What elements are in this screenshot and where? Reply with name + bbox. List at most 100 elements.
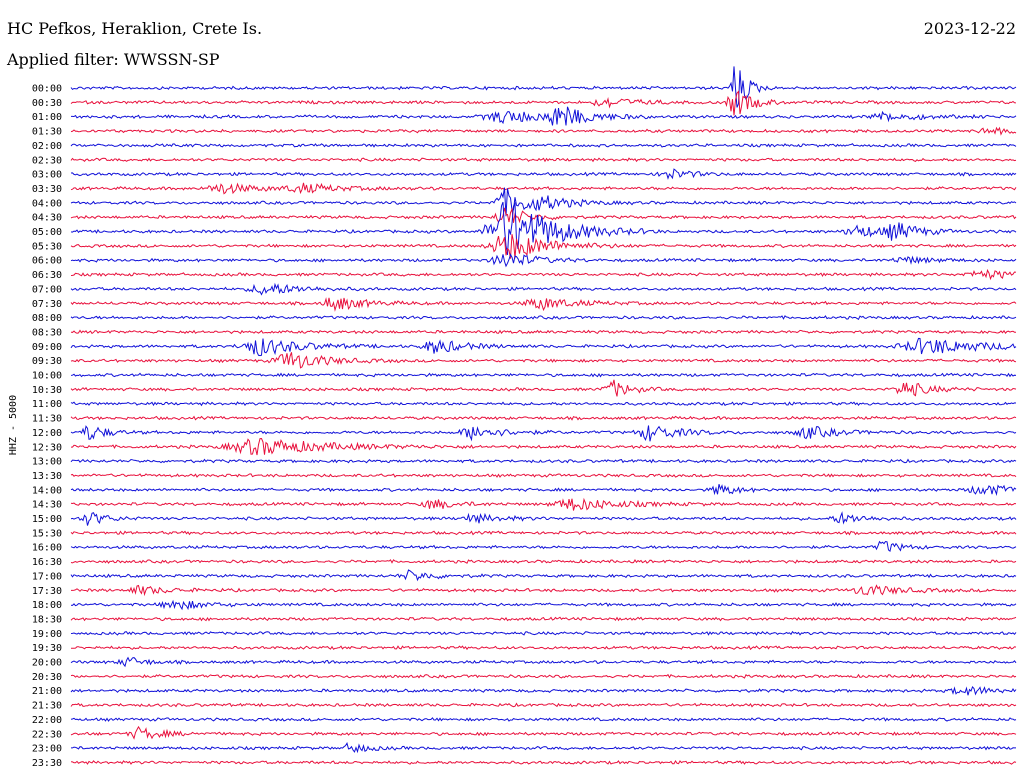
seismic-trace xyxy=(70,540,1017,552)
row-time-label: 01:00 xyxy=(32,112,62,123)
seismic-trace xyxy=(70,201,1017,255)
seismic-trace xyxy=(70,234,1017,259)
row-time-label: 09:30 xyxy=(32,356,62,367)
seismic-trace xyxy=(71,106,1017,126)
row-time-label: 00:30 xyxy=(32,98,62,109)
seismic-trace xyxy=(70,372,1017,378)
seismic-trace xyxy=(70,182,1017,195)
seismic-trace xyxy=(71,742,1016,754)
row-time-label: 16:30 xyxy=(32,557,62,568)
row-time-label: 10:00 xyxy=(32,371,62,382)
row-time-label: 21:30 xyxy=(32,701,62,712)
seismic-trace xyxy=(70,656,1017,668)
row-time-label: 14:00 xyxy=(32,485,62,496)
row-time-label: 09:00 xyxy=(32,342,62,353)
station-title: HC Pefkos, Heraklion, Crete Is. xyxy=(7,19,263,38)
row-time-label: 20:00 xyxy=(32,658,62,669)
seismic-trace xyxy=(70,425,1017,442)
seismic-trace xyxy=(70,187,1017,217)
seismic-trace xyxy=(70,530,1017,536)
row-time-label: 03:00 xyxy=(32,170,62,181)
seismic-trace xyxy=(70,599,1017,611)
seismic-trace xyxy=(70,329,1016,335)
seismic-trace xyxy=(70,168,1017,180)
seismic-trace xyxy=(70,415,1017,421)
seismic-trace xyxy=(70,725,1017,740)
seismic-trace xyxy=(71,584,1017,597)
row-time-label: 05:30 xyxy=(32,241,62,252)
row-time-label: 10:30 xyxy=(32,385,62,396)
row-time-label: 16:00 xyxy=(32,543,62,554)
row-time-label: 02:30 xyxy=(32,155,62,166)
row-time-label: 05:00 xyxy=(32,227,62,238)
seismic-trace xyxy=(70,253,1017,268)
row-time-label: 12:30 xyxy=(32,442,62,453)
seismic-trace xyxy=(70,702,1017,708)
seismic-trace xyxy=(70,569,1017,582)
row-time-label: 08:30 xyxy=(32,327,62,338)
seismic-trace xyxy=(70,645,1017,651)
seismic-trace xyxy=(70,315,1017,321)
row-time-label: 15:00 xyxy=(32,514,62,525)
row-time-label: 13:30 xyxy=(32,471,62,482)
seismic-trace xyxy=(70,142,1017,148)
seismic-trace xyxy=(70,268,1017,281)
row-time-label: 18:00 xyxy=(32,600,62,611)
seismic-trace xyxy=(70,630,1017,636)
seismic-trace xyxy=(70,484,1017,496)
row-time-label: 22:30 xyxy=(32,729,62,740)
seismic-trace xyxy=(70,207,1017,224)
seismic-trace xyxy=(70,760,1017,765)
row-time-label: 22:00 xyxy=(32,715,62,726)
row-time-label: 15:30 xyxy=(32,528,62,539)
seismic-trace xyxy=(71,437,1017,456)
row-time-label: 18:30 xyxy=(32,614,62,625)
row-time-label: 04:00 xyxy=(32,198,62,209)
seismic-trace xyxy=(70,717,1017,722)
row-time-label: 06:00 xyxy=(32,256,62,267)
row-labels: 00:00 00:30 01:00 01:30 02:00 02:30 03:00 03:30… xyxy=(32,84,62,769)
seismic-trace xyxy=(70,511,1017,526)
row-time-label: 13:00 xyxy=(32,457,62,468)
row-time-label: 07:00 xyxy=(32,284,62,295)
row-time-label: 17:30 xyxy=(32,586,62,597)
seismic-trace xyxy=(70,497,1017,511)
row-time-label: 04:30 xyxy=(32,213,62,224)
seismic-trace xyxy=(70,473,1017,478)
row-time-label: 03:30 xyxy=(32,184,62,195)
seismic-trace xyxy=(70,337,1017,357)
row-time-label: 06:30 xyxy=(32,270,62,281)
seismic-trace xyxy=(70,90,1017,116)
seismic-trace xyxy=(70,401,1017,407)
row-time-label: 23:30 xyxy=(32,758,62,769)
row-time-label: 07:30 xyxy=(32,299,62,310)
seismic-trace xyxy=(70,685,1017,696)
row-time-label: 08:00 xyxy=(32,313,62,324)
seismic-trace xyxy=(70,66,1017,108)
row-time-label: 20:30 xyxy=(32,672,62,683)
row-time-label: 01:30 xyxy=(32,127,62,138)
record-date: 2023-12-22 xyxy=(923,19,1016,38)
row-time-label: 19:00 xyxy=(32,629,62,640)
seismic-trace xyxy=(70,297,1017,312)
traces-layer xyxy=(70,66,1017,765)
row-time-label: 11:00 xyxy=(32,399,62,410)
filter-label: Applied filter: WWSSN-SP xyxy=(7,50,220,69)
seismic-trace xyxy=(70,157,1017,163)
row-time-label: 00:00 xyxy=(32,84,62,95)
row-time-label: 19:30 xyxy=(32,643,62,654)
row-time-label: 21:00 xyxy=(32,686,62,697)
row-time-label: 23:00 xyxy=(32,744,62,755)
seismic-trace xyxy=(70,379,1017,397)
channel-label: HHZ - 5000 xyxy=(8,395,19,455)
row-time-label: 02:00 xyxy=(32,141,62,152)
row-time-label: 17:00 xyxy=(32,571,62,582)
row-time-label: 11:30 xyxy=(32,414,62,425)
seismic-trace xyxy=(70,458,1017,464)
seismic-trace xyxy=(70,126,1017,136)
seismic-trace xyxy=(70,558,1017,564)
row-time-label: 12:00 xyxy=(32,428,62,439)
seismic-trace xyxy=(70,282,1017,296)
seismic-trace xyxy=(70,616,1017,622)
